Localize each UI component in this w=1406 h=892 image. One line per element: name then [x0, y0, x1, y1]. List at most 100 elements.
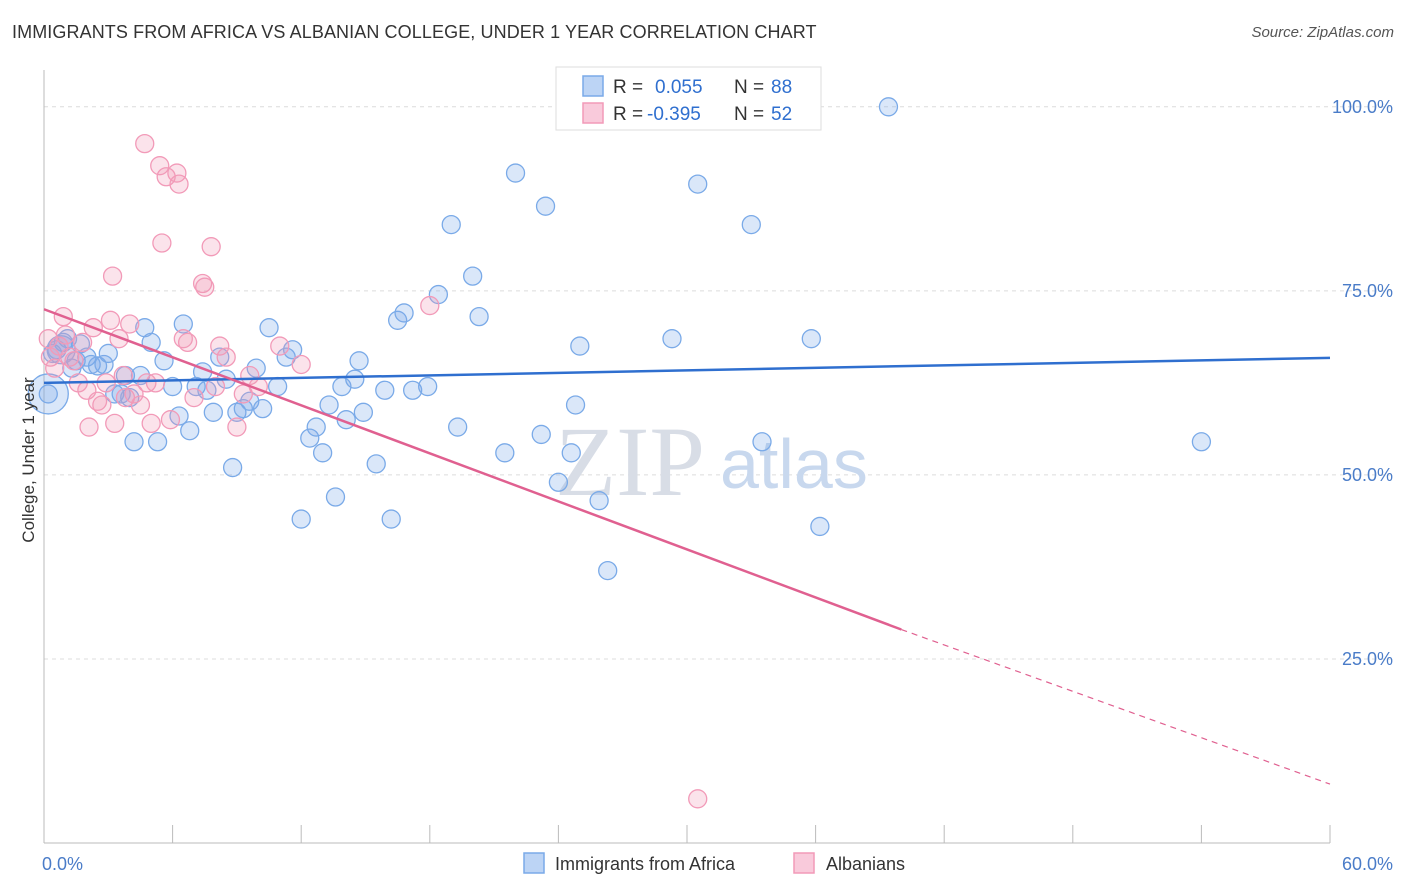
data-point	[688, 789, 708, 809]
data-point	[306, 417, 326, 437]
legend-r-value: -0.395	[647, 104, 701, 125]
data-point	[120, 314, 140, 334]
trend-line-africa	[43, 356, 1331, 385]
bottom-legend: Immigrants from Africa Albanians	[523, 852, 905, 874]
data-point	[1191, 432, 1212, 452]
data-point	[387, 310, 408, 330]
data-point	[210, 347, 230, 367]
data-point	[741, 214, 761, 235]
data-point	[98, 343, 118, 364]
data-point	[124, 384, 144, 404]
data-point	[801, 329, 821, 349]
data-point	[381, 509, 401, 529]
data-point	[173, 314, 193, 334]
legend-swatch-africa	[523, 852, 545, 874]
gridlines	[44, 106, 1392, 660]
data-point	[325, 487, 346, 507]
legend-label-albanians: Albanians	[826, 854, 905, 874]
data-point	[130, 395, 151, 415]
data-point	[160, 410, 181, 430]
data-point	[403, 380, 423, 400]
tick-labels: 25.0% 50.0% 75.0% 100.0% 0.0% 60.0%	[42, 97, 1393, 874]
data-point	[570, 336, 590, 356]
legend-swatch-albanians	[793, 852, 815, 874]
y-tick-label: 100.0%	[1332, 97, 1393, 117]
data-point	[531, 424, 551, 445]
data-point	[448, 417, 468, 437]
data-point	[291, 354, 311, 375]
data-point	[105, 413, 125, 434]
data-point	[252, 398, 273, 419]
data-point	[195, 277, 215, 297]
legend-r-label: R =	[613, 77, 643, 98]
y-tick-label: 50.0%	[1342, 465, 1393, 485]
data-point	[366, 454, 386, 474]
axes	[43, 70, 1331, 844]
y-axis-label: College, Under 1 year	[19, 377, 38, 543]
top-legend: R = 0.055 N = 88 R = -0.395 N = 52	[555, 66, 822, 131]
data-point	[589, 491, 609, 511]
data-point	[270, 336, 290, 356]
watermark: ZIP atlas	[555, 406, 868, 517]
legend-r-value: 0.055	[655, 77, 703, 98]
data-point	[495, 443, 515, 463]
data-point	[92, 395, 112, 415]
data-point	[38, 384, 58, 404]
data-point	[375, 380, 395, 400]
data-point	[222, 457, 243, 478]
data-point	[124, 432, 144, 452]
data-point	[878, 97, 899, 117]
x-tick-label: 0.0%	[42, 854, 83, 874]
data-point	[55, 325, 76, 345]
data-point	[100, 310, 121, 330]
data-point	[72, 332, 93, 353]
data-point	[147, 432, 168, 452]
legend-n-value: 52	[771, 104, 792, 125]
data-point	[259, 318, 279, 338]
data-point	[169, 174, 189, 194]
data-point	[233, 398, 253, 419]
legend-swatch-blue	[582, 75, 604, 97]
data-point	[420, 295, 440, 316]
legend-r-label: R =	[613, 104, 643, 125]
data-point	[145, 373, 166, 393]
data-point	[505, 163, 526, 183]
trend-lines	[43, 308, 1331, 785]
data-point	[312, 443, 333, 463]
y-tick-label: 25.0%	[1342, 649, 1393, 669]
legend-n-label: N =	[734, 77, 764, 98]
data-point	[353, 402, 374, 422]
data-point	[349, 351, 369, 371]
data-point	[394, 303, 414, 323]
watermark-zip: ZIP	[555, 406, 705, 517]
data-point	[441, 214, 461, 235]
legend-swatch-pink	[582, 102, 604, 124]
data-point	[184, 387, 204, 408]
data-point	[210, 336, 230, 356]
data-point	[79, 417, 99, 437]
data-point	[135, 133, 155, 154]
data-point	[300, 428, 320, 448]
data-point	[418, 376, 438, 397]
data-point	[205, 376, 226, 397]
data-point	[291, 509, 311, 529]
watermark-atlas: atlas	[720, 425, 868, 503]
series-albanians	[38, 133, 708, 809]
data-point	[109, 329, 129, 349]
data-point	[345, 369, 365, 389]
data-point	[152, 233, 172, 253]
data-point	[177, 332, 198, 353]
data-point	[102, 266, 123, 286]
data-point	[227, 417, 247, 437]
data-point	[463, 266, 483, 286]
data-point	[469, 306, 489, 327]
trend-line-albanians-extension	[901, 628, 1331, 785]
data-point	[201, 237, 221, 257]
data-point	[216, 347, 236, 367]
data-point	[141, 413, 161, 434]
source-label: Source: ZipAtlas.com	[1251, 24, 1394, 41]
data-point	[565, 395, 586, 415]
data-point	[752, 432, 772, 452]
data-point	[203, 402, 223, 422]
data-point	[150, 156, 170, 176]
